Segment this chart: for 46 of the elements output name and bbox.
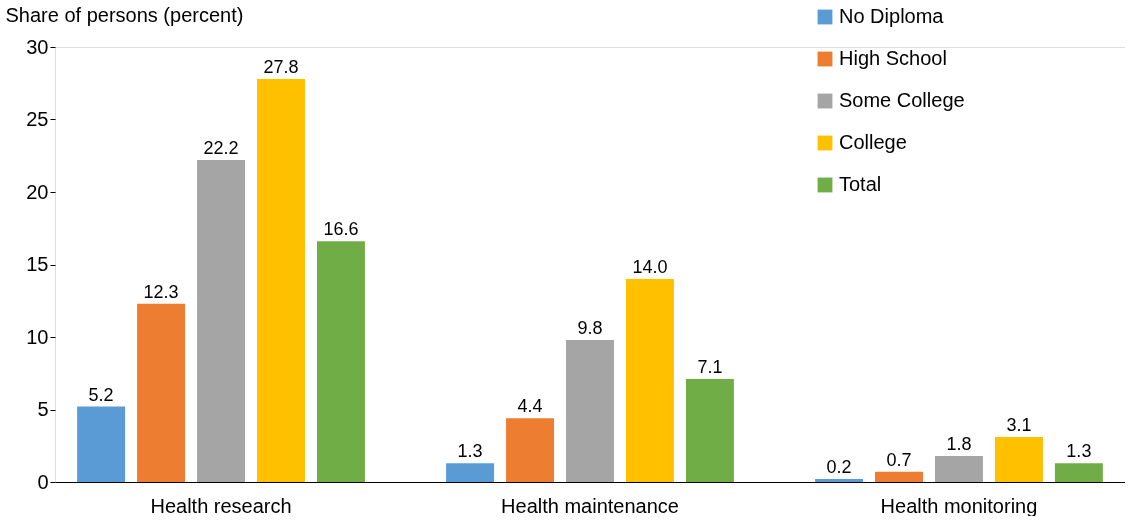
y-tick-label: 15: [26, 253, 49, 275]
data-label: 1.3: [1066, 441, 1092, 462]
data-label: 22.2: [203, 138, 239, 159]
legend-label: Some College: [839, 89, 965, 111]
y-tick-label: 20: [26, 180, 49, 203]
bar: [446, 463, 495, 482]
y-tick-label: 10: [26, 325, 49, 348]
bar: [815, 479, 864, 482]
data-label: 3.1: [1006, 415, 1032, 436]
data-label: 0.7: [886, 449, 912, 470]
legend-label: Total: [839, 173, 882, 195]
data-label: 12.3: [143, 281, 179, 302]
data-label: 4.4: [517, 396, 543, 417]
data-label: 16.6: [323, 219, 359, 240]
data-label: 7.1: [697, 357, 723, 378]
x-tick-label: Health monitoring: [880, 494, 1038, 517]
bar: [934, 455, 983, 482]
bar: [257, 78, 305, 482]
bar: [506, 418, 555, 482]
data-label: 9.8: [577, 317, 603, 338]
bar: [566, 339, 614, 482]
bar: [625, 279, 674, 482]
y-tick-label: 30: [26, 35, 49, 58]
data-label: 27.8: [263, 56, 299, 77]
data-label: 5.2: [88, 384, 114, 405]
legend-label: No Diploma: [839, 5, 945, 27]
x-tick-label: Health maintenance: [501, 494, 679, 517]
bar: [77, 406, 126, 482]
legend-label: High School: [839, 47, 947, 69]
data-label: 0.2: [826, 457, 852, 478]
bar: [875, 471, 923, 482]
y-tick-label: 25: [26, 108, 49, 130]
bar: [316, 241, 365, 482]
bar: [994, 437, 1043, 482]
y-tick-label: 0: [37, 470, 49, 493]
y-tick-label: 5: [37, 398, 49, 420]
bar: [137, 303, 186, 482]
x-tick-label: Health research: [150, 494, 292, 517]
data-label: 14.0: [632, 257, 668, 277]
y-axis-title: Share of persons (percent): [5, 3, 244, 26]
bar: [197, 160, 246, 482]
legend-label: College: [839, 131, 907, 153]
data-label: 1.8: [946, 433, 972, 454]
bar: [1054, 463, 1103, 482]
bar: [685, 379, 734, 482]
data-label: 1.3: [457, 441, 483, 462]
